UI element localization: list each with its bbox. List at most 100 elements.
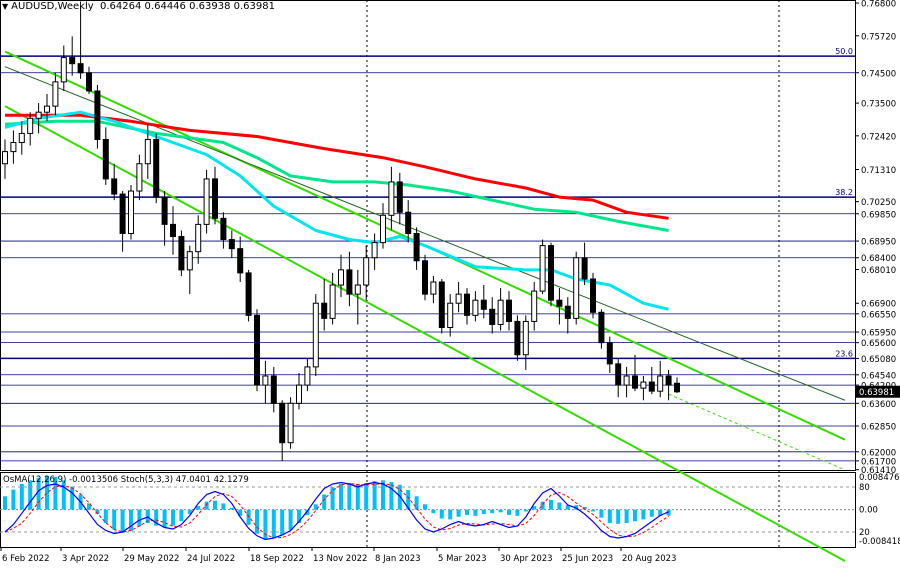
candle-body bbox=[648, 381, 655, 392]
time-axis-label: 18 Sep 2022 bbox=[250, 554, 304, 564]
indicator-axis-label: -0.008418 bbox=[859, 537, 900, 547]
price-axis-label: 0.70250 bbox=[861, 198, 896, 208]
candle bbox=[10, 130, 17, 164]
time-axis-label: 8 Jan 2023 bbox=[375, 554, 421, 564]
candle bbox=[296, 372, 302, 410]
candle bbox=[472, 291, 479, 322]
osma-bar bbox=[129, 509, 133, 531]
candle bbox=[178, 230, 185, 276]
price-axis-label: 0.65600 bbox=[861, 339, 896, 349]
candle-body bbox=[86, 72, 92, 92]
osma-bar bbox=[591, 509, 595, 512]
candle-body bbox=[102, 138, 109, 180]
candle-body bbox=[657, 375, 664, 392]
osma-bar bbox=[481, 509, 486, 515]
candle-body bbox=[539, 245, 546, 292]
candle bbox=[35, 103, 42, 134]
candle-body bbox=[472, 299, 479, 316]
osma-bar bbox=[347, 482, 352, 510]
candle-body bbox=[27, 117, 34, 134]
osma-bar bbox=[448, 509, 453, 520]
candle-body bbox=[564, 305, 571, 319]
fibonacci-level-label: 23.6 bbox=[835, 349, 853, 358]
price-axis-label: 0.71310 bbox=[861, 166, 896, 176]
candle bbox=[497, 288, 504, 331]
candle-body bbox=[270, 375, 277, 404]
candle bbox=[438, 278, 445, 334]
candle bbox=[346, 251, 353, 307]
osma-bar bbox=[414, 496, 419, 510]
osma-bar bbox=[145, 509, 150, 523]
candle-body bbox=[2, 151, 8, 165]
candle bbox=[220, 212, 227, 249]
fibonacci-level-label: 50.0 bbox=[835, 47, 853, 56]
candle-body bbox=[506, 299, 512, 322]
candle bbox=[170, 206, 176, 255]
candle-body bbox=[186, 251, 193, 271]
candle bbox=[304, 357, 311, 392]
candle bbox=[279, 400, 286, 461]
candle bbox=[371, 233, 378, 270]
osma-bar bbox=[297, 509, 301, 523]
candle bbox=[287, 397, 294, 449]
candle-body bbox=[396, 181, 403, 213]
price-axis-label: 0.69850 bbox=[861, 210, 896, 220]
price-axis-label: 0.74500 bbox=[861, 69, 896, 79]
candle-body bbox=[388, 181, 395, 216]
price-axis-label: 0.73500 bbox=[861, 100, 896, 110]
price-axis-label: 0.66550 bbox=[861, 310, 896, 320]
osma-bar bbox=[19, 483, 24, 510]
candle bbox=[522, 315, 529, 370]
osma-bar bbox=[557, 502, 562, 510]
candle-body bbox=[60, 57, 67, 83]
candle-body bbox=[35, 111, 42, 119]
osma-bar bbox=[532, 506, 537, 510]
candle-body bbox=[413, 232, 420, 262]
candle-body bbox=[354, 284, 361, 295]
price-axis-label: 0.62000 bbox=[861, 448, 896, 458]
candle bbox=[186, 245, 193, 295]
candle-body bbox=[212, 178, 218, 219]
osma-bar bbox=[255, 509, 259, 534]
candle-body bbox=[195, 223, 202, 253]
candle bbox=[44, 94, 50, 122]
candle-body bbox=[296, 384, 302, 404]
candle-body bbox=[77, 63, 84, 74]
symbol-dropdown-icon[interactable]: ▼ bbox=[2, 2, 9, 11]
candle-body bbox=[161, 196, 168, 225]
candle bbox=[413, 227, 420, 270]
candle-body bbox=[178, 236, 185, 271]
candle bbox=[237, 236, 244, 282]
fibonacci-level-label: 38.2 bbox=[835, 188, 853, 197]
symbol-label: AUDUSD,Weekly bbox=[11, 1, 94, 12]
osma-bar bbox=[498, 509, 503, 513]
osma-bar bbox=[507, 509, 511, 515]
candle-body bbox=[606, 342, 613, 365]
ohlc-values: 0.64264 0.64446 0.63938 0.63981 bbox=[100, 1, 275, 12]
time-axis-label: 30 Apr 2023 bbox=[500, 554, 553, 564]
osma-bar bbox=[271, 509, 276, 539]
osma-bar bbox=[45, 475, 49, 510]
osma-bar bbox=[523, 509, 528, 512]
osma-bar bbox=[439, 509, 444, 519]
price-axis-label: 0.62850 bbox=[861, 423, 896, 433]
candle bbox=[573, 251, 580, 325]
osma-bar bbox=[179, 509, 184, 522]
stoch-signal-line bbox=[4, 482, 669, 539]
osma-bar bbox=[431, 509, 436, 514]
candle bbox=[27, 112, 34, 146]
candle-body bbox=[380, 214, 386, 244]
candle-body bbox=[203, 178, 210, 225]
candle-body bbox=[136, 163, 143, 192]
candle-body bbox=[438, 281, 445, 328]
osma-bar bbox=[607, 509, 612, 523]
stoch-main-line bbox=[4, 481, 669, 541]
candle bbox=[262, 360, 269, 404]
candle bbox=[52, 72, 59, 116]
candle-body bbox=[590, 278, 596, 313]
osma-bar bbox=[465, 509, 469, 515]
osma-bar bbox=[154, 509, 159, 526]
osma-bar bbox=[490, 509, 495, 514]
candle-body bbox=[422, 260, 428, 295]
candle bbox=[254, 309, 260, 392]
